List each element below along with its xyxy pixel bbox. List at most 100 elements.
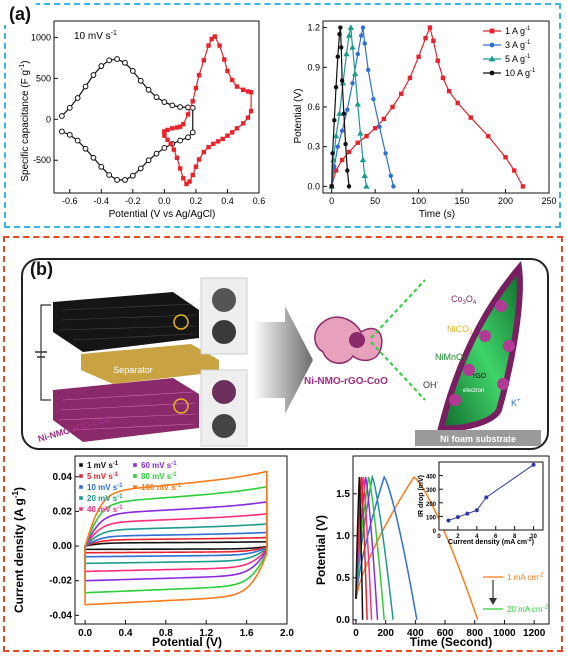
y-tick-label: 0.0 xyxy=(307,181,320,191)
data-point xyxy=(189,129,196,136)
x-tick-label: 0.0 xyxy=(78,628,92,639)
data-point xyxy=(58,113,65,119)
x-tick-label: 0 xyxy=(437,534,441,540)
data-point xyxy=(74,137,81,144)
data-point xyxy=(66,131,73,138)
data-point xyxy=(335,144,340,149)
composite-structure-image xyxy=(314,316,383,364)
legend-label: 3 A g-1 xyxy=(505,40,531,50)
legend-sup: -1 xyxy=(117,494,123,500)
cv-a-y-axis-label: Specific capacitance (F g-1) xyxy=(19,60,31,181)
y-tick-label: 200 xyxy=(426,502,437,508)
gcd-curve xyxy=(355,476,379,620)
data-point xyxy=(427,25,433,30)
legend-sup: -1 xyxy=(113,472,119,478)
data-point xyxy=(465,511,470,516)
data-point xyxy=(359,33,364,38)
x-tick-label: 200 xyxy=(377,628,394,639)
legend-label: 5 mV s-1 xyxy=(87,472,119,481)
data-point xyxy=(74,95,81,101)
data-point xyxy=(383,151,388,156)
data-point xyxy=(339,157,345,163)
x-tick-label: 2 xyxy=(456,534,460,540)
data-point xyxy=(338,25,343,30)
data-point xyxy=(435,58,440,63)
legend-sup: -1 xyxy=(113,461,119,467)
data-point xyxy=(225,68,230,74)
plot-frame xyxy=(74,455,288,625)
data-point xyxy=(332,132,340,139)
data-point xyxy=(390,104,395,110)
x-tick-label: 1.2 xyxy=(199,628,213,639)
legend-label: 5 A g-1 xyxy=(505,54,531,64)
rgo-label: rGO xyxy=(473,373,487,380)
data-point xyxy=(153,150,160,157)
data-point xyxy=(58,128,65,135)
y-tick-label: 1.2 xyxy=(307,23,320,33)
gcd-b-y-axis-label: Potential (V) xyxy=(314,515,328,585)
y-tick-label: 0.9 xyxy=(307,62,320,72)
y-tick-label: 0.6 xyxy=(307,102,320,112)
nanoparticle-dots xyxy=(449,300,515,406)
separator-label: Separator xyxy=(113,365,153,375)
legend-sup: -1 xyxy=(171,472,177,478)
legend-sup: -1 xyxy=(176,483,182,489)
data-point xyxy=(106,172,113,178)
data-point xyxy=(241,121,246,126)
data-point xyxy=(337,32,342,37)
data-point xyxy=(333,168,339,173)
data-point xyxy=(133,474,137,478)
y-tick-label: -500 xyxy=(33,155,51,165)
data-point xyxy=(190,172,195,178)
data-point xyxy=(168,141,173,147)
data-point xyxy=(355,51,360,57)
data-point xyxy=(79,474,83,478)
nico3-label: NiCO3 xyxy=(447,324,473,336)
data-point xyxy=(345,168,350,173)
inset-x-axis-end: ) xyxy=(532,539,534,546)
data-point xyxy=(372,125,378,131)
x-tick-label: -0.2 xyxy=(125,196,141,206)
x-tick-label: 0.2 xyxy=(190,196,203,206)
data-point xyxy=(184,181,189,187)
data-point xyxy=(211,141,216,147)
data-point xyxy=(212,34,218,39)
data-point xyxy=(339,78,345,83)
legend-label: 40 mV s-1 xyxy=(87,505,123,514)
data-point xyxy=(341,111,347,116)
data-point xyxy=(468,115,473,120)
plot-frame xyxy=(352,455,550,625)
data-point xyxy=(431,38,436,44)
data-point xyxy=(229,130,235,135)
y-tick-label: 0.5 xyxy=(336,573,350,584)
data-point xyxy=(145,157,152,164)
x-tick-label: 0.4 xyxy=(221,196,234,206)
panel-a: (a) Specific capacitance (F g-1) Potenti… xyxy=(4,3,561,228)
data-point xyxy=(455,100,460,106)
carbon-sphere-image xyxy=(212,320,236,344)
data-point xyxy=(225,133,230,138)
co3o4-label: Co3O4 xyxy=(451,294,477,306)
data-point xyxy=(362,41,367,46)
data-point xyxy=(488,55,496,62)
data-point xyxy=(187,179,192,184)
data-point xyxy=(196,157,202,162)
composite-sphere-image xyxy=(212,414,236,438)
y-tick-label: 0.3 xyxy=(307,142,320,152)
data-point xyxy=(347,24,355,30)
data-point xyxy=(82,83,89,90)
data-point xyxy=(446,518,451,523)
x-tick-label: 0.8 xyxy=(159,628,173,639)
carbon-particle-image xyxy=(212,288,236,312)
data-point xyxy=(161,145,168,151)
data-point xyxy=(171,147,177,152)
data-point xyxy=(339,128,345,134)
data-point xyxy=(474,508,479,513)
carbon-electrode-layer xyxy=(53,292,199,352)
data-point xyxy=(66,104,73,111)
data-point xyxy=(90,72,97,78)
y-tick-label: 500 xyxy=(36,73,51,83)
x-tick-label: 0.4 xyxy=(119,628,133,639)
legend-label: 20 mV s-1 xyxy=(87,494,123,503)
